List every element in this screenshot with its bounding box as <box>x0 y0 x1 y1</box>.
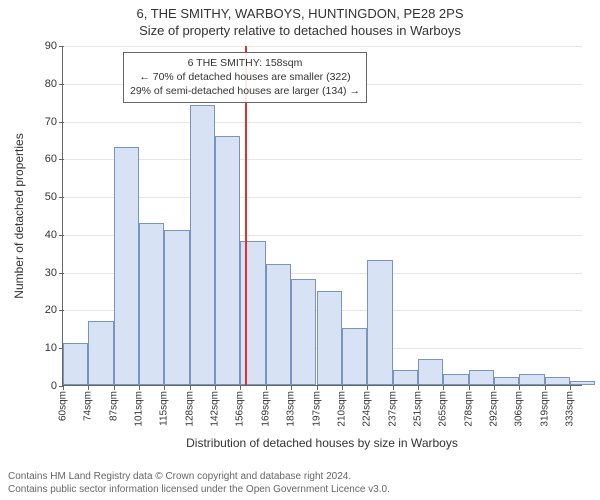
x-tick-label: 237sqm <box>387 391 398 427</box>
plot-area: 010203040506070809060sqm74sqm87sqm101sqm… <box>62 46 582 386</box>
x-tick-label: 319sqm <box>539 391 550 427</box>
histogram-bar <box>190 105 215 385</box>
x-tick-mark <box>443 385 444 390</box>
x-tick-mark <box>88 385 89 390</box>
x-tick-mark <box>63 385 64 390</box>
x-tick-label: 197sqm <box>311 391 322 427</box>
histogram-bar <box>519 374 544 385</box>
x-tick-mark <box>215 385 216 390</box>
histogram-bar <box>317 291 342 385</box>
x-tick-mark <box>317 385 318 390</box>
x-tick-label: 60sqm <box>58 391 69 421</box>
x-tick-label: 265sqm <box>438 391 449 427</box>
histogram-bar <box>291 279 316 385</box>
histogram-bar <box>164 230 189 385</box>
histogram-bar <box>393 370 418 385</box>
annot-line-2: ← 70% of detached houses are smaller (32… <box>130 70 360 84</box>
x-tick-label: 333sqm <box>565 391 576 427</box>
y-tick-label: 20 <box>45 304 63 316</box>
x-tick-label: 278sqm <box>463 391 474 427</box>
chart-container: 6, THE SMITHY, WARBOYS, HUNTINGDON, PE28… <box>0 0 600 500</box>
x-axis-label: Distribution of detached houses by size … <box>62 436 582 450</box>
histogram-bar <box>215 136 240 385</box>
histogram-bar <box>418 359 443 385</box>
histogram-bar <box>88 321 113 385</box>
histogram-bar <box>63 343 88 385</box>
x-tick-mark <box>367 385 368 390</box>
annotation-box: 6 THE SMITHY: 158sqm← 70% of detached ho… <box>123 52 367 103</box>
x-tick-mark <box>393 385 394 390</box>
histogram-bar <box>494 377 519 385</box>
histogram-bar <box>266 264 291 385</box>
x-tick-label: 306sqm <box>514 391 525 427</box>
x-tick-label: 156sqm <box>235 391 246 427</box>
footer-line-1: Contains HM Land Registry data © Crown c… <box>8 470 390 483</box>
gridline <box>63 159 582 160</box>
annot-line-1: 6 THE SMITHY: 158sqm <box>130 56 360 70</box>
y-axis-label: Number of detached properties <box>12 0 26 216</box>
x-tick-label: 183sqm <box>286 391 297 427</box>
x-tick-label: 210sqm <box>336 391 347 427</box>
x-tick-mark <box>418 385 419 390</box>
gridline <box>63 122 582 123</box>
title-line-2: Size of property relative to detached ho… <box>0 21 600 38</box>
x-tick-mark <box>291 385 292 390</box>
y-tick-label: 60 <box>45 153 63 165</box>
histogram-bar <box>367 260 392 385</box>
x-tick-label: 115sqm <box>159 391 170 426</box>
gridline <box>63 46 582 47</box>
y-tick-label: 10 <box>45 342 63 354</box>
histogram-bar <box>443 374 468 385</box>
x-tick-mark <box>240 385 241 390</box>
y-tick-label: 50 <box>45 191 63 203</box>
x-tick-label: 101sqm <box>134 391 145 427</box>
histogram-bar <box>469 370 494 385</box>
histogram-bar <box>545 377 570 385</box>
x-tick-mark <box>570 385 571 390</box>
y-tick-label: 30 <box>45 267 63 279</box>
gridline <box>63 197 582 198</box>
x-tick-mark <box>342 385 343 390</box>
x-tick-mark <box>494 385 495 390</box>
footer-line-2: Contains public sector information licen… <box>8 483 390 496</box>
y-tick-label: 80 <box>45 78 63 90</box>
x-tick-label: 74sqm <box>83 391 94 421</box>
y-tick-label: 70 <box>45 116 63 128</box>
attribution-footer: Contains HM Land Registry data © Crown c… <box>8 470 390 496</box>
x-tick-label: 128sqm <box>184 391 195 427</box>
x-tick-mark <box>519 385 520 390</box>
histogram-bar <box>114 147 139 385</box>
x-tick-mark <box>114 385 115 390</box>
title-line-1: 6, THE SMITHY, WARBOYS, HUNTINGDON, PE28… <box>0 0 600 21</box>
histogram-bar <box>139 223 164 385</box>
x-tick-label: 251sqm <box>412 391 423 427</box>
x-tick-mark <box>469 385 470 390</box>
histogram-bar <box>570 381 595 385</box>
x-tick-mark <box>139 385 140 390</box>
y-tick-label: 40 <box>45 229 63 241</box>
x-tick-mark <box>190 385 191 390</box>
x-tick-label: 87sqm <box>108 391 119 421</box>
x-tick-mark <box>266 385 267 390</box>
histogram-bar <box>342 328 367 385</box>
x-tick-mark <box>164 385 165 390</box>
x-tick-label: 224sqm <box>362 391 373 427</box>
x-tick-label: 292sqm <box>488 391 499 427</box>
y-tick-label: 90 <box>45 40 63 52</box>
x-tick-label: 142sqm <box>210 391 221 427</box>
annot-line-3: 29% of semi-detached houses are larger (… <box>130 84 360 98</box>
x-tick-mark <box>545 385 546 390</box>
x-tick-label: 169sqm <box>260 391 271 427</box>
